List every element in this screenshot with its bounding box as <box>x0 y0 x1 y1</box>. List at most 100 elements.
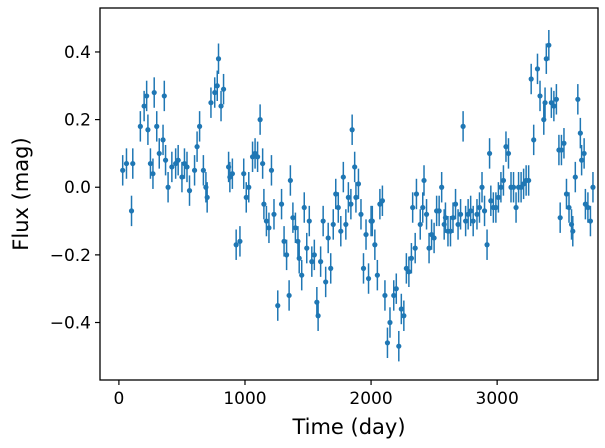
data-point <box>468 208 474 214</box>
data-point <box>360 265 367 271</box>
data-point <box>325 235 331 241</box>
data-point <box>220 86 227 92</box>
data-point <box>500 177 507 184</box>
data-point <box>156 150 162 157</box>
data-point <box>257 117 263 123</box>
data-point <box>263 218 270 224</box>
data-point <box>349 127 355 133</box>
data-point <box>144 93 150 99</box>
data-point <box>372 242 378 248</box>
data-point <box>318 259 324 265</box>
data-point <box>237 238 243 244</box>
data-point <box>363 231 369 238</box>
data-point <box>561 140 567 146</box>
data-point <box>161 93 167 99</box>
data-point <box>179 174 185 180</box>
data-point <box>541 117 547 123</box>
data-point <box>470 218 476 224</box>
data-point <box>299 272 305 278</box>
data-point <box>543 56 549 62</box>
data-point <box>457 211 464 217</box>
data-point <box>323 279 329 285</box>
data-point <box>233 242 239 248</box>
data-point <box>151 89 157 96</box>
data-point <box>455 221 461 228</box>
data-point <box>439 184 445 190</box>
data-point <box>423 211 430 217</box>
x-tick-label: 2000 <box>349 389 392 409</box>
data-point <box>320 218 326 224</box>
data-point <box>328 265 334 271</box>
data-point <box>396 343 402 349</box>
data-point <box>243 194 249 200</box>
data-point <box>160 137 166 143</box>
data-point <box>563 191 570 197</box>
data-point <box>200 167 206 173</box>
data-point <box>566 204 572 211</box>
y-tick-label: −0.4 <box>50 314 91 334</box>
y-axis: −0.4 −0.2 0.0 0.2 0.4 <box>50 43 100 334</box>
data-point <box>542 100 548 106</box>
data-point <box>442 215 449 221</box>
data-point <box>410 204 416 211</box>
data-point <box>534 66 541 72</box>
data-point <box>278 201 285 207</box>
data-point <box>123 160 130 167</box>
data-point <box>401 313 407 319</box>
y-tick-label: −0.2 <box>50 246 91 266</box>
data-point <box>488 198 494 204</box>
data-point <box>579 157 585 163</box>
data-point <box>311 252 317 258</box>
data-point <box>587 218 594 224</box>
data-point <box>463 218 469 224</box>
data-point <box>408 255 415 261</box>
data-point <box>393 286 399 292</box>
data-point <box>212 89 218 96</box>
x-tick-label: 0 <box>113 389 124 409</box>
data-point <box>358 211 364 217</box>
data-point <box>486 150 493 157</box>
data-point <box>412 245 418 251</box>
data-point <box>431 235 437 241</box>
data-point <box>417 221 423 228</box>
y-axis-label: Flux (mag) <box>9 137 33 250</box>
y-tick-label: 0.0 <box>64 178 91 198</box>
data-point <box>450 215 456 221</box>
data-point <box>184 164 190 170</box>
data-point <box>406 269 412 275</box>
data-point <box>214 83 220 89</box>
data-point <box>246 184 252 190</box>
plot-frame <box>99 7 599 381</box>
data-point <box>330 221 336 228</box>
data-point <box>268 167 275 173</box>
data-point <box>120 167 126 173</box>
data-point <box>460 123 466 129</box>
data-point <box>546 42 552 48</box>
data-point <box>452 201 459 207</box>
data-point <box>165 184 171 190</box>
data-point <box>384 340 391 346</box>
data-point <box>218 103 224 109</box>
data-point <box>510 184 517 190</box>
data-point <box>581 150 587 157</box>
y-tick-label: 0.2 <box>64 111 91 131</box>
data-point <box>266 225 272 231</box>
data-point <box>498 184 504 190</box>
data-point <box>365 275 372 282</box>
data-point <box>436 208 442 214</box>
data-point <box>382 292 388 299</box>
data-point <box>379 198 386 204</box>
data-point <box>355 181 362 187</box>
data-point <box>493 204 499 211</box>
data-point <box>343 221 349 228</box>
data-point <box>476 204 483 211</box>
data-point <box>169 164 175 170</box>
data-point <box>553 96 559 102</box>
data-point <box>557 215 563 221</box>
data-point <box>275 303 281 309</box>
data-point <box>426 245 432 251</box>
data-points <box>120 29 596 362</box>
data-point <box>345 194 351 200</box>
